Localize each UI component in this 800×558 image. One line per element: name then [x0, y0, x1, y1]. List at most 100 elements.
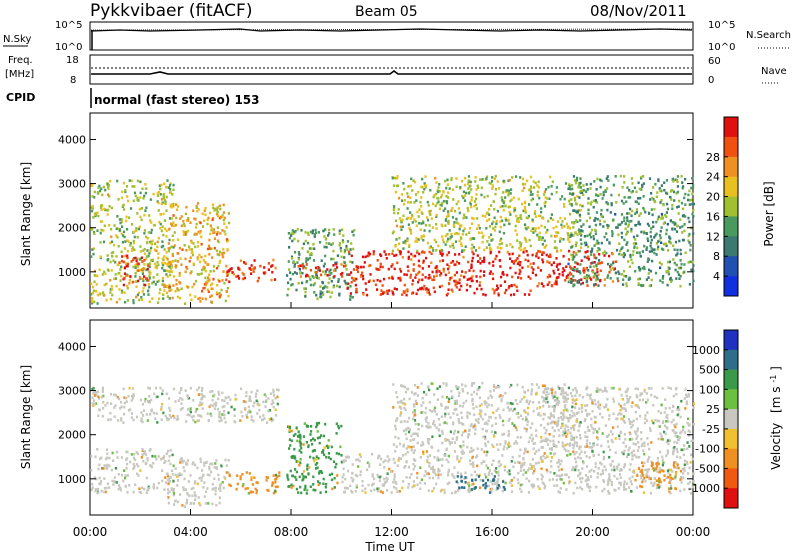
- echo-cell: [487, 441, 489, 444]
- echo-cell: [172, 297, 174, 300]
- echo-cell: [212, 203, 214, 206]
- echo-cell: [523, 396, 525, 399]
- echo-cell: [116, 227, 118, 230]
- echo-cell: [448, 455, 450, 458]
- echo-cell: [667, 452, 669, 455]
- echo-cell: [204, 210, 206, 213]
- echo-cell: [410, 201, 412, 204]
- echo-cell: [160, 223, 162, 226]
- echo-cell: [476, 280, 478, 283]
- echo-cell: [255, 492, 257, 495]
- echo-cell: [631, 215, 633, 218]
- echo-cell: [473, 205, 475, 208]
- echo-cell: [417, 435, 419, 438]
- echo-cell: [653, 252, 655, 255]
- echo-cell: [350, 292, 352, 295]
- echo-cell: [493, 479, 495, 482]
- echo-cell: [214, 466, 216, 469]
- echo-cell: [525, 471, 527, 474]
- echo-cell: [662, 420, 664, 423]
- echo-cell: [640, 231, 642, 234]
- echo-cell: [387, 478, 389, 481]
- echo-cell: [434, 291, 436, 294]
- echo-cell: [212, 219, 214, 222]
- echo-cell: [500, 216, 502, 219]
- echo-cell: [150, 247, 152, 250]
- echo-cell: [143, 214, 145, 217]
- echo-cell: [407, 270, 409, 273]
- echo-cell: [272, 389, 274, 392]
- echo-cell: [498, 484, 500, 487]
- echo-cell: [594, 219, 596, 222]
- echo-cell: [415, 237, 417, 240]
- echo-cell: [349, 260, 351, 263]
- echo-cell: [113, 278, 115, 281]
- echo-cell: [436, 214, 438, 217]
- echo-cell: [497, 287, 499, 290]
- echo-cell: [639, 197, 641, 200]
- echo-cell: [674, 223, 676, 226]
- echo-cell: [522, 386, 524, 389]
- echo-cell: [407, 251, 409, 254]
- echo-cell: [670, 242, 672, 245]
- echo-cell: [641, 184, 643, 187]
- echo-cell: [625, 200, 627, 203]
- echo-cell: [433, 487, 435, 490]
- echo-cell: [497, 487, 499, 490]
- echo-cell: [519, 269, 521, 272]
- echo-cell: [649, 198, 651, 201]
- echo-cell: [469, 451, 471, 454]
- echo-cell: [175, 283, 177, 286]
- echo-cell: [314, 229, 316, 232]
- echo-cell: [388, 468, 390, 471]
- echo-cell: [505, 219, 507, 222]
- echo-cell: [329, 269, 331, 272]
- echo-cell: [596, 268, 598, 271]
- echo-cell: [214, 237, 216, 240]
- echo-cell: [418, 215, 420, 218]
- echo-cell: [445, 243, 447, 246]
- echo-cell: [642, 267, 644, 270]
- echo-cell: [532, 486, 534, 489]
- echo-cell: [635, 191, 637, 194]
- echo-cell: [419, 487, 421, 490]
- echo-cell: [146, 255, 148, 258]
- echo-cell: [120, 401, 122, 404]
- echo-cell: [571, 415, 573, 418]
- echo-cell: [316, 298, 318, 301]
- echo-cell: [411, 283, 413, 286]
- echo-cell: [482, 484, 484, 487]
- echo-cell: [162, 457, 164, 460]
- nsearch-tick-top: 10^5: [708, 20, 735, 31]
- echo-cell: [427, 422, 429, 425]
- echo-cell: [220, 465, 222, 468]
- echo-cell: [570, 198, 572, 201]
- echo-cell: [560, 487, 562, 490]
- echo-cell: [539, 232, 541, 235]
- echo-cell: [266, 479, 268, 482]
- echo-cell: [379, 253, 381, 256]
- echo-cell: [101, 396, 103, 399]
- echo-cell: [114, 404, 116, 407]
- echo-cell: [184, 225, 186, 228]
- echo-cell: [490, 252, 492, 255]
- echo-cell: [452, 260, 454, 263]
- echo-cell: [291, 440, 293, 443]
- echo-cell: [491, 444, 493, 447]
- echo-cell: [676, 225, 678, 228]
- echo-cell: [571, 234, 573, 237]
- colorbar-tick-label: 8: [713, 250, 720, 263]
- echo-cell: [203, 481, 205, 484]
- echo-cell: [542, 243, 544, 246]
- echo-cell: [523, 469, 525, 472]
- echo-cell: [507, 194, 509, 197]
- echo-cell: [550, 217, 552, 220]
- echo-cell: [309, 278, 311, 281]
- echo-cell: [181, 398, 183, 401]
- echo-cell: [470, 181, 472, 184]
- echo-cell: [421, 478, 423, 481]
- echo-cell: [402, 385, 404, 388]
- echo-cell: [575, 245, 577, 248]
- echo-cell: [190, 502, 192, 505]
- echo-cell: [394, 461, 396, 464]
